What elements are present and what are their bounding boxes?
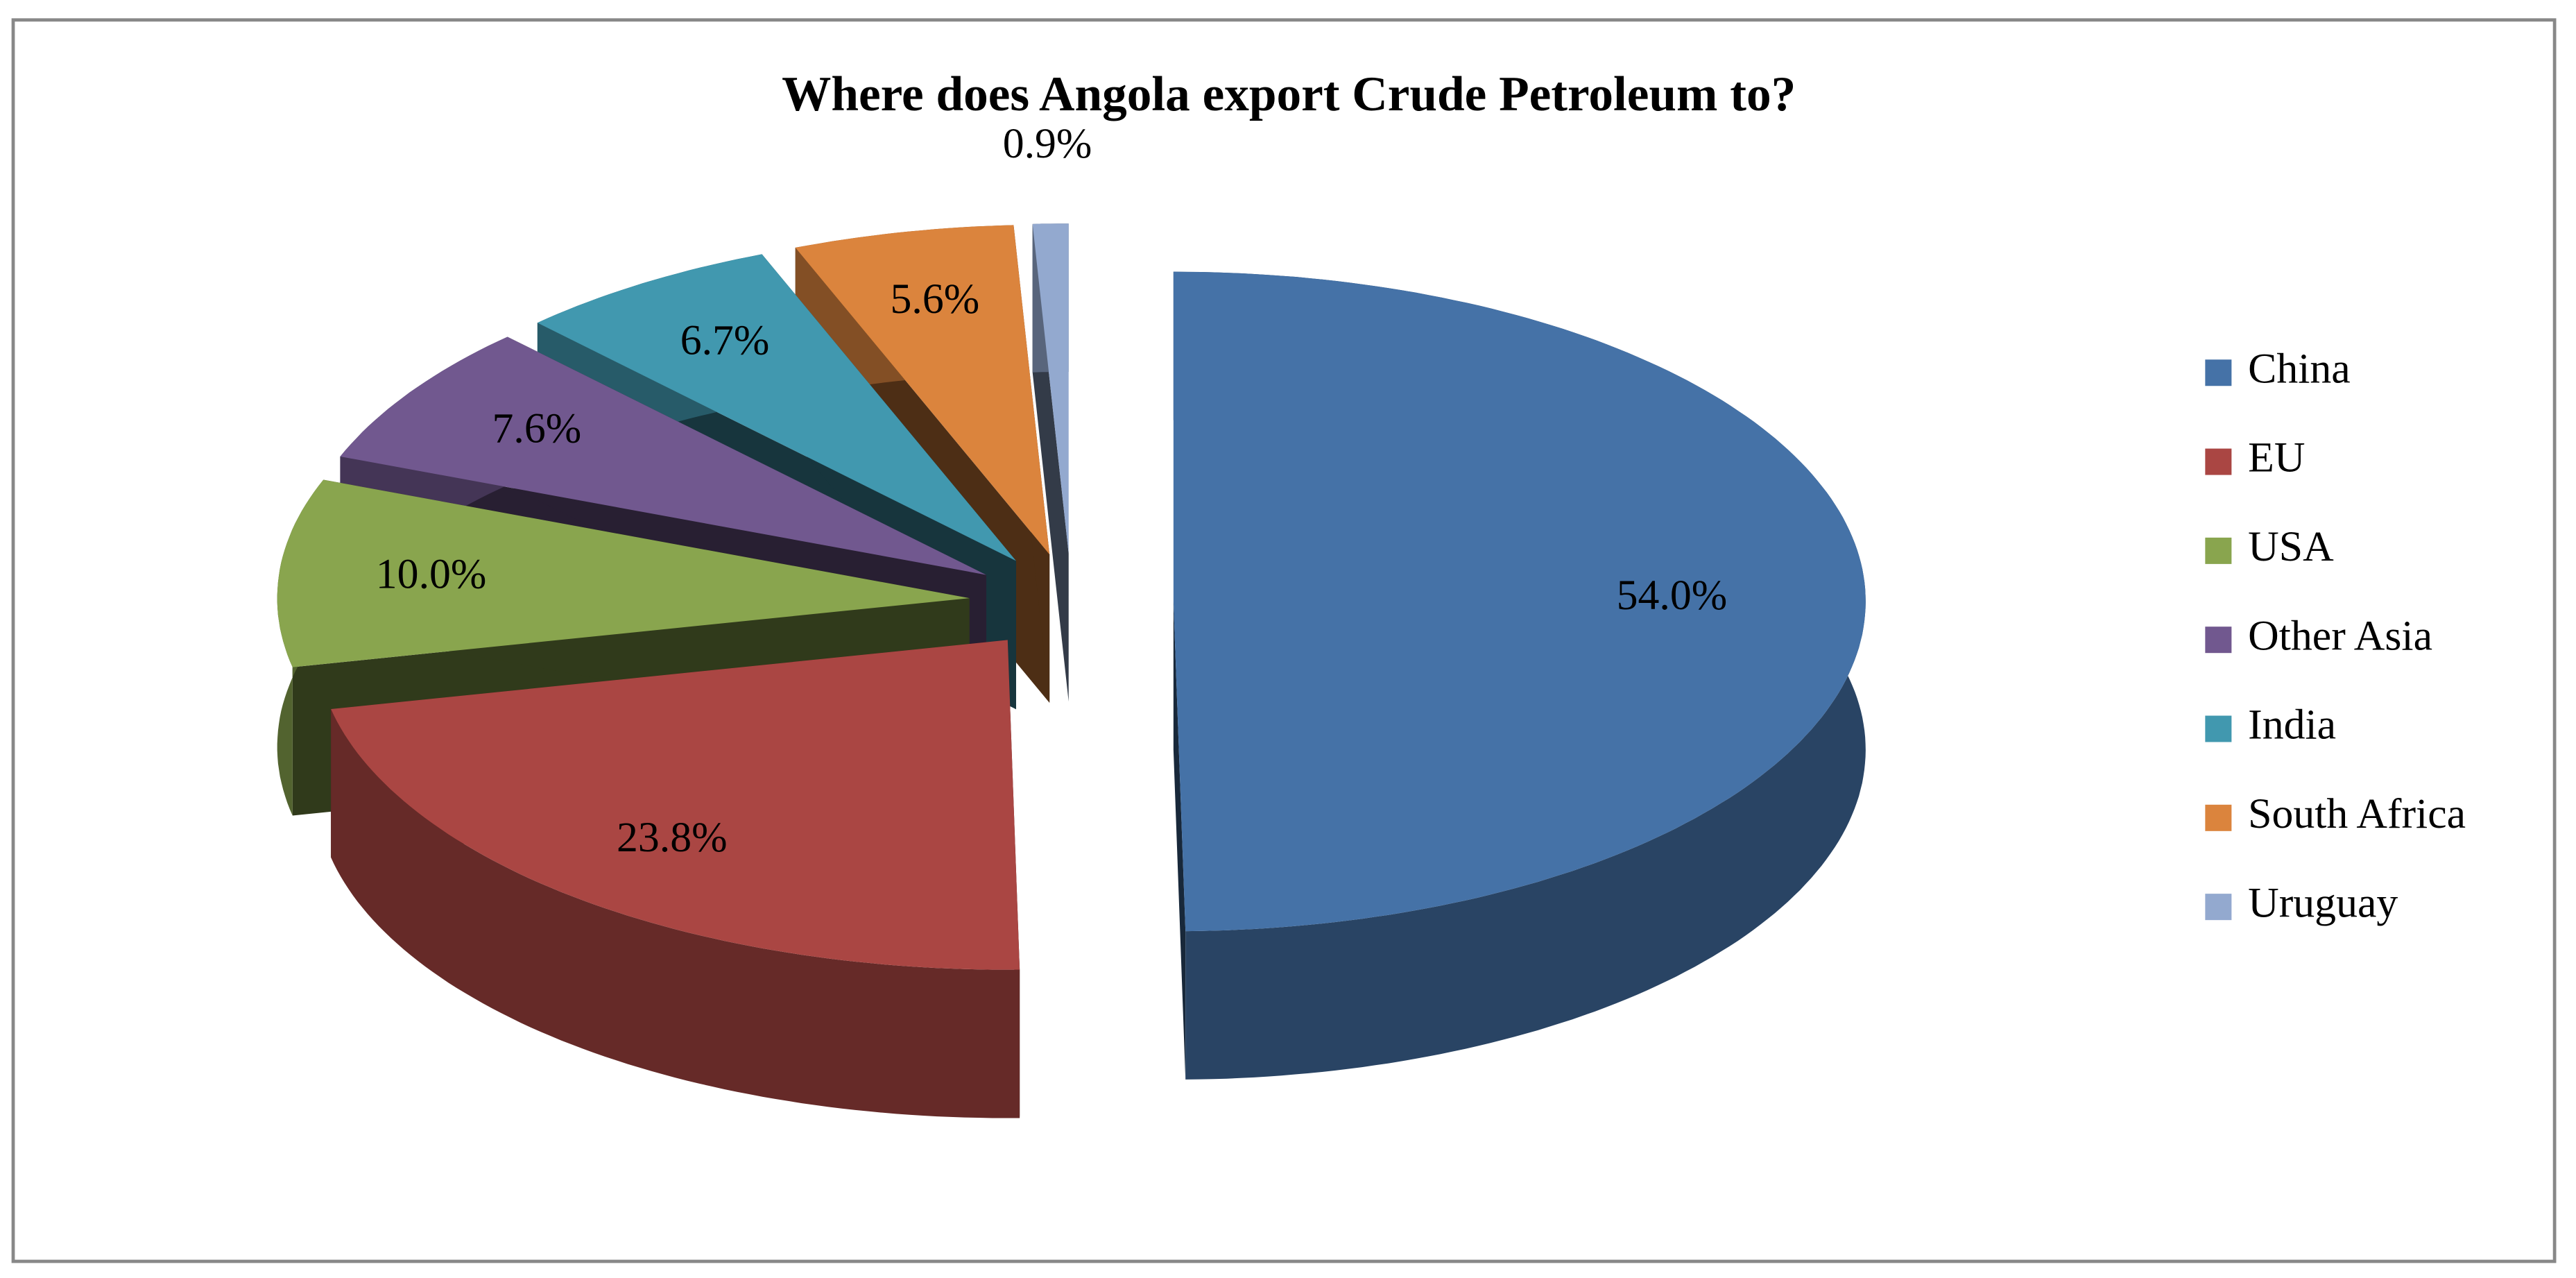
slice: [537, 254, 1016, 561]
data-label: 6.7%: [680, 317, 770, 364]
data-label: 7.6%: [492, 404, 582, 452]
legend-label: Uruguay: [2248, 879, 2398, 926]
slice: [1032, 223, 1069, 554]
legend-swatch: [2205, 804, 2232, 831]
legend-swatch: [2205, 715, 2232, 742]
data-label: 5.6%: [891, 275, 980, 323]
legend-swatch: [2205, 627, 2232, 654]
legend-swatch: [2205, 537, 2232, 564]
legend-label: South Africa: [2248, 790, 2466, 837]
slice: [277, 479, 970, 667]
slice: [795, 225, 1050, 555]
legend-label: Other Asia: [2248, 612, 2432, 659]
chart-title: Where does Angola export Crude Petroleum…: [782, 67, 1796, 121]
data-label: 54.0%: [1617, 572, 1728, 619]
legend-swatch: [2205, 448, 2232, 475]
legend-label: USA: [2248, 523, 2334, 570]
legend-label: EU: [2248, 434, 2305, 482]
legend-label: China: [2248, 345, 2351, 392]
legend-swatch: [2205, 894, 2232, 921]
data-label: 0.9%: [1003, 120, 1092, 167]
legend-label: India: [2248, 701, 2336, 749]
data-label: 23.8%: [617, 814, 728, 861]
slice: [331, 640, 1020, 970]
slice: [1173, 271, 1866, 932]
legend-swatch: [2205, 359, 2232, 386]
data-label: 10.0%: [376, 550, 487, 597]
slice-side: [331, 708, 1020, 1118]
slice: [340, 336, 986, 575]
slice-side: [1173, 601, 1186, 1080]
